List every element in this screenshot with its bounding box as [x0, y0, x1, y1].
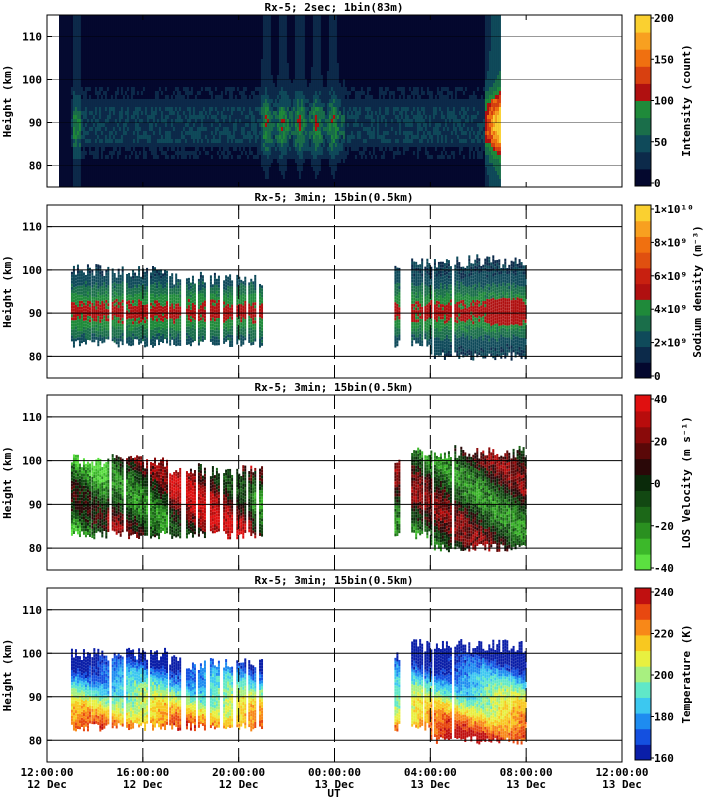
y-axis-label: Height (km): [1, 446, 14, 519]
y-tick-label: 90: [29, 691, 42, 704]
panel-1: Rx-5; 2sec; 1bin(83m) 80 90 100 110 Height (k…: [1, 1, 693, 190]
y-axis-label: Height (km): [1, 65, 14, 138]
panel-title: Rx-5; 3min; 15bin(0.5km): [255, 574, 414, 587]
x-tick-date: 12 Dec: [27, 778, 67, 791]
x-tick-time: 20:00:00: [212, 766, 265, 779]
y-tick-label: 100: [22, 74, 42, 87]
y-ticks: 80 90 100 110: [22, 395, 623, 570]
colorbar-tick-label: 0: [654, 478, 661, 491]
x-tick-time: 08:00:00: [500, 766, 553, 779]
y-tick-label: 110: [22, 604, 42, 617]
y-ticks: 80 90 100 110: [22, 15, 623, 187]
colorbar-tick-label: 0: [654, 177, 661, 190]
colorbar-tick-label: 160: [654, 752, 674, 765]
colorbar-label: Sodium density (m⁻³): [691, 225, 704, 357]
panel-2: Rx-5; 3min; 15bin(0.5km) 80 90 100 110 Height…: [1, 191, 704, 383]
colorbar-label: LOS Velocity (m s⁻¹): [680, 416, 693, 548]
grid: [47, 205, 622, 378]
colorbar-tick-label: 4×10⁹: [654, 303, 687, 316]
panel-title: Rx-5; 3min; 15bin(0.5km): [255, 381, 414, 394]
y-tick-label: 80: [29, 350, 42, 363]
colorbar: -40 -20 0 20 40 LOS Velocity (m s⁻¹): [634, 393, 693, 575]
x-tick-date: 12 Dec: [123, 778, 163, 791]
heatmap-cells: [59, 15, 501, 187]
colorbar-tick-label: 20: [654, 435, 667, 448]
heatmap-cells: [70, 639, 527, 745]
colorbar-tick-label: -20: [654, 520, 674, 533]
y-tick-label: 80: [29, 542, 42, 555]
colorbar-label: Intensity (count): [680, 44, 693, 157]
x-tick-date: 13 Dec: [315, 778, 355, 791]
colorbar-tick-label: 6×10⁹: [654, 270, 687, 283]
grid: [47, 36, 622, 166]
y-axis-label: Height (km): [1, 639, 14, 712]
colorbar: 0 2×10⁹ 4×10⁹ 6×10⁹ 8×10⁹ 1×10¹⁰ Sodium densit…: [634, 203, 704, 383]
x-tick-time: 04:00:00: [404, 766, 457, 779]
y-tick-label: 100: [22, 455, 42, 468]
heatmap-cells: [70, 254, 527, 361]
colorbar-label: Temperature (K): [680, 624, 693, 723]
y-axis-label: Height (km): [1, 255, 14, 328]
panel-4: Rx-5; 3min; 15bin(0.5km) 80 90 100 110 Height…: [1, 574, 693, 765]
y-tick-label: 90: [29, 117, 42, 130]
colorbar-tick-label: 180: [654, 711, 674, 724]
y-tick-label: 110: [22, 31, 42, 44]
colorbar: 0 50 100 150 200 Intensity (count): [634, 12, 693, 190]
colorbar-tick-label: 8×10⁹: [654, 236, 687, 249]
x-axis-label: UT: [327, 787, 341, 800]
y-tick-label: 90: [29, 498, 42, 511]
y-ticks: 80 90 100 110: [22, 588, 623, 762]
y-tick-label: 110: [22, 411, 42, 424]
colorbar-tick-label: 150: [654, 53, 674, 66]
y-tick-label: 110: [22, 221, 42, 234]
x-tick-date: 13 Dec: [506, 778, 546, 791]
y-tick-label: 100: [22, 264, 42, 277]
grid: [47, 395, 622, 570]
panel-title: Rx-5; 3min; 15bin(0.5km): [255, 191, 414, 204]
y-ticks: 80 90 100 110: [22, 205, 623, 378]
x-tick-time: 12:00:00: [596, 766, 649, 779]
y-tick-label: 80: [29, 734, 42, 747]
x-tick-time: 16:00:00: [116, 766, 169, 779]
colorbar-tick-label: 240: [654, 586, 674, 599]
colorbar-tick-label: 220: [654, 628, 674, 641]
colorbar-tick-label: 200: [654, 12, 674, 25]
panel-3: Rx-5; 3min; 15bin(0.5km) 80 90 100 110 Height…: [1, 381, 693, 575]
colorbar-tick-label: 200: [654, 669, 674, 682]
x-tick-date: 13 Dec: [602, 778, 642, 791]
colorbar-tick-label: 2×10⁹: [654, 337, 687, 350]
grid: [47, 588, 622, 762]
colorbar-tick-label: 100: [654, 95, 674, 108]
colorbar-tick-label: 50: [654, 136, 667, 149]
colorbar-tick-label: -40: [654, 562, 674, 575]
y-tick-label: 90: [29, 307, 42, 320]
colorbar: 160 180 200 220 240 Temperature (K): [634, 586, 693, 765]
colorbar-tick-label: 1×10¹⁰: [654, 203, 694, 216]
y-tick-label: 80: [29, 160, 42, 173]
x-tick-time: 00:00:00: [308, 766, 361, 779]
x-tick-date: 12 Dec: [219, 778, 259, 791]
x-tick-date: 13 Dec: [410, 778, 450, 791]
x-tick-time: 12:00:00: [21, 766, 74, 779]
colorbar-tick-label: 40: [654, 393, 667, 406]
colorbar-tick-label: 0: [654, 370, 661, 383]
panel-title: Rx-5; 2sec; 1bin(83m): [264, 1, 403, 14]
y-tick-label: 100: [22, 647, 42, 660]
